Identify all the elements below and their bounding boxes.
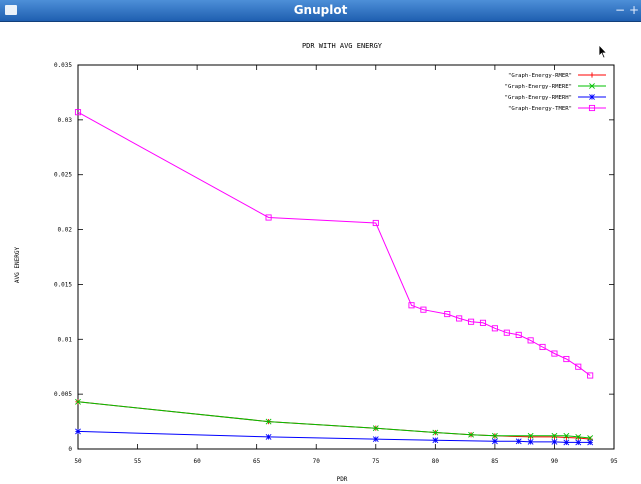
data-point: [589, 72, 595, 78]
x-tick-label: 65: [253, 458, 261, 465]
window-title: Gnuplot: [293, 3, 348, 17]
data-point: [563, 439, 570, 446]
series-line: [77, 111, 591, 376]
data-point: [588, 104, 596, 112]
plot-border: [77, 64, 615, 450]
data-point: [515, 331, 522, 338]
legend-label: "Graph-Energy-RMERE": [505, 84, 572, 90]
data-point: [587, 372, 594, 379]
data-point: [589, 83, 595, 89]
x-tick-label: 55: [134, 458, 142, 465]
series-3: [75, 428, 594, 446]
legend-label: "Graph-Energy-RMERH": [505, 95, 572, 101]
x-tick-label: 50: [74, 458, 82, 465]
x-tick-label: 95: [610, 458, 618, 465]
data-point: [575, 439, 582, 446]
series-4: [74, 109, 594, 379]
x-axis-label: PDR: [337, 476, 348, 483]
minimize-button[interactable]: −: [614, 3, 626, 17]
series-line: [77, 430, 591, 443]
data-point: [468, 318, 475, 325]
title-bar[interactable]: Gnuplot − +: [0, 0, 641, 22]
data-point: [75, 398, 81, 405]
data-point: [491, 438, 498, 445]
data-point: [372, 425, 379, 432]
data-point: [75, 428, 81, 435]
y-tick-label: 0.01: [58, 336, 73, 343]
data-point: [408, 302, 415, 309]
legend: "Graph-Energy-RMER" "Graph-Energy-RMERE" "…: [505, 72, 606, 112]
data-point: [575, 434, 582, 440]
data-point: [551, 350, 558, 357]
data-point: [551, 434, 558, 440]
axis-ticks: 50 55 60 65 70 75 80 85 90 95 0 0.005 0.01 0.015 0.02 0…: [54, 62, 618, 465]
plot-frame: [77, 64, 615, 450]
x-tick-label: 90: [551, 458, 559, 465]
y-tick-label: 0.035: [54, 62, 72, 69]
data-point: [503, 329, 510, 336]
data-point: [551, 438, 558, 445]
data-point: [563, 432, 570, 439]
data-point: [456, 315, 463, 322]
data-point: [527, 432, 534, 439]
data-point: [265, 434, 272, 440]
data-point: [589, 94, 595, 100]
y-tick-label: 0.015: [54, 281, 72, 288]
legend-label: "Graph-Energy-TMER": [508, 106, 572, 112]
series-layer: [74, 109, 594, 446]
x-tick-label: 70: [313, 458, 321, 465]
data-point: [575, 363, 582, 370]
series-2: [75, 398, 594, 441]
window-menu-icon[interactable]: [5, 5, 17, 15]
data-point: [527, 337, 534, 344]
data-point: [432, 437, 439, 444]
data-point: [265, 418, 272, 425]
y-tick-label: 0.02: [58, 227, 73, 234]
x-tick-label: 80: [432, 458, 440, 465]
close-button[interactable]: +: [628, 3, 640, 17]
data-point: [74, 109, 82, 116]
data-point: [515, 438, 522, 445]
data-point: [491, 432, 498, 439]
y-tick-label: 0.025: [54, 172, 72, 179]
mouse-cursor-icon: [598, 44, 608, 59]
x-tick-label: 75: [372, 458, 380, 465]
data-point: [587, 439, 594, 446]
data-point: [563, 355, 570, 363]
y-tick-label: 0: [68, 446, 72, 453]
x-tick-label: 60: [193, 458, 201, 465]
y-tick-label: 0.005: [54, 391, 72, 398]
data-point: [265, 214, 272, 221]
data-point: [491, 325, 498, 332]
data-point: [587, 435, 594, 441]
data-point: [372, 436, 379, 443]
data-point: [444, 311, 451, 318]
x-tick-label: 85: [491, 458, 499, 465]
data-point: [539, 343, 546, 351]
data-point: [528, 434, 534, 440]
data-point: [420, 306, 427, 313]
data-point: [432, 429, 439, 436]
y-tick-label: 0.03: [58, 117, 73, 124]
plot-canvas[interactable]: 50 55 60 65 70 75 80 85 90 95 0 0.005 0.01 0.015 0.02 0…: [0, 22, 641, 484]
series-line: [77, 401, 591, 439]
data-point: [551, 432, 558, 439]
data-point: [527, 438, 534, 445]
data-point: [479, 319, 487, 326]
data-point: [372, 219, 379, 227]
legend-label: "Graph-Energy-RMER": [508, 73, 572, 79]
data-point: [468, 431, 474, 438]
chart-title: PDR WITH AVG ENERGY: [302, 42, 383, 50]
y-axis-label: AVG ENERGY: [14, 247, 21, 284]
